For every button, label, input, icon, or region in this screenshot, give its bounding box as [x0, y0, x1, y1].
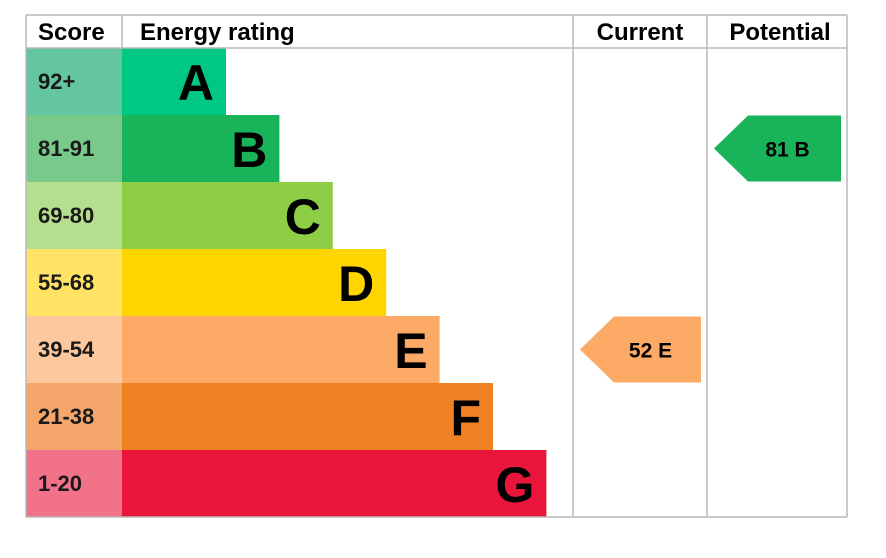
score-cell-f	[26, 383, 122, 450]
band-bar-c	[122, 182, 333, 249]
header-energy-rating: Energy rating	[140, 19, 295, 46]
band-letter-g: G	[495, 457, 534, 513]
score-cell-a	[26, 48, 122, 115]
score-label-c: 69-80	[38, 203, 94, 228]
band-bar-b	[122, 115, 280, 182]
band-bars: 92+ A 81-91 B 69-80 C 55-68 D 39-54 E 21-38 F 1-20 G	[26, 48, 547, 517]
potential-rating-arrow-label: 81 B	[765, 139, 809, 162]
header-current: Current	[597, 19, 684, 46]
band-letter-d: D	[338, 256, 374, 312]
band-letter-f: F	[450, 390, 481, 446]
band-bar-e	[122, 316, 440, 383]
score-cell-c	[26, 182, 122, 249]
score-cell-d	[26, 249, 122, 316]
band-bar-f	[122, 383, 493, 450]
current-rating-arrow-label: 52 E	[629, 340, 672, 363]
band-letter-b: B	[231, 122, 267, 178]
score-cell-g	[26, 450, 122, 517]
band-bar-g	[122, 450, 547, 517]
rating-arrows: 52 E 81 B	[580, 115, 841, 383]
score-label-d: 55-68	[38, 270, 94, 295]
band-bar-d	[122, 249, 387, 316]
potential-rating-arrow	[714, 115, 841, 182]
score-cell-b	[26, 115, 122, 182]
score-label-g: 1-20	[38, 471, 82, 496]
band-bar-a	[122, 48, 226, 115]
band-letter-a: A	[178, 55, 214, 111]
band-letter-e: E	[394, 323, 427, 379]
score-cell-e	[26, 316, 122, 383]
header-score: Score	[38, 19, 105, 46]
header-potential: Potential	[729, 19, 830, 46]
score-label-e: 39-54	[38, 337, 95, 362]
current-rating-arrow	[580, 316, 701, 383]
score-label-f: 21-38	[38, 404, 94, 429]
band-letter-c: C	[285, 189, 321, 245]
table-grid	[25, 14, 848, 518]
score-label-b: 81-91	[38, 136, 94, 161]
score-label-a: 92+	[38, 69, 75, 94]
